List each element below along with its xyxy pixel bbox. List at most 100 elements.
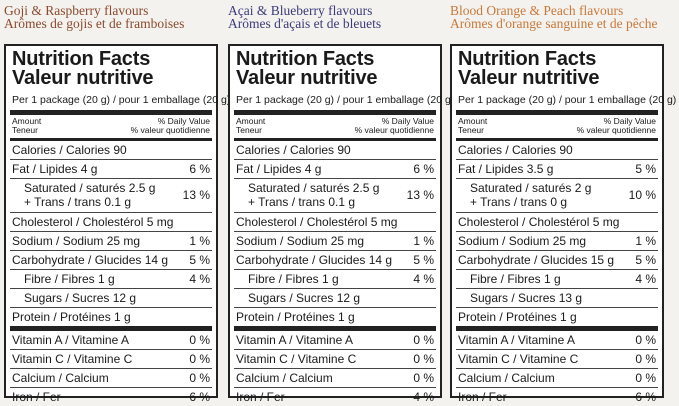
trans-label: + Trans / trans 0.1 g — [24, 195, 132, 209]
divider — [10, 387, 212, 388]
carbohydrate-row: Carbohydrate / Glucides 15 g 5 % — [458, 252, 656, 268]
calcium-dv: 0 % — [635, 371, 656, 385]
iron-row: Iron / Fer 6 % — [458, 389, 656, 405]
dv-fr: % valeur quotidienne — [576, 125, 656, 135]
fat-dv: 5 % — [635, 162, 656, 176]
saturated-label: Saturated / saturés 2.5 g — [248, 181, 380, 195]
fat-label: Fat / Lipides 4 g — [236, 162, 322, 176]
carbohydrate-row: Carbohydrate / Glucides 14 g 5 % — [236, 252, 434, 268]
sodium-label: Sodium / Sodium 25 mg — [458, 234, 587, 248]
sugars-row: Sugars / Sucres 12 g — [248, 290, 434, 306]
divider — [234, 349, 436, 350]
saturated-row: Saturated / saturés 2.5 g — [24, 180, 210, 196]
fibre-row: Fibre / Fibres 1 g 4 % — [248, 271, 434, 287]
fat-row: Fat / Lipides 3.5 g 5 % — [458, 161, 656, 177]
fat-row: Fat / Lipides 4 g 6 % — [236, 161, 434, 177]
fat-row: Fat / Lipides 4 g 6 % — [12, 161, 210, 177]
flavour-name-en: Açai & Blueberry flavours — [228, 3, 373, 18]
saturated-dv-row: 13 % — [12, 187, 210, 203]
divider-medium — [10, 138, 212, 141]
divider — [456, 368, 658, 369]
trans-label: + Trans / trans 0.1 g — [248, 195, 356, 209]
divider — [10, 178, 212, 179]
flavour-name-en: Goji & Raspberry flavours — [4, 3, 149, 18]
sodium-dv: 1 % — [413, 234, 434, 248]
saturated-row: Saturated / saturés 2.5 g — [248, 180, 434, 196]
cholesterol-row: Cholesterol / Cholestérol 5 mg — [458, 215, 620, 229]
flavour-name-fr: Arômes de gojis et de framboises — [4, 16, 185, 31]
trans-row: + Trans / trans 0.1 g — [24, 194, 210, 210]
vitamin-a-dv: 0 % — [189, 333, 210, 347]
divider — [10, 231, 212, 232]
saturated-label: Saturated / saturés 2 g — [470, 181, 592, 195]
vitamin-c-label: Vitamin C / Vitamine C — [236, 352, 357, 366]
fibre-dv: 4 % — [413, 272, 434, 286]
divider — [456, 349, 658, 350]
panel-title: Nutrition Facts Valeur nutritive — [458, 48, 600, 89]
vitamin-a-dv: 0 % — [635, 333, 656, 347]
amount-label: Amount Teneur — [236, 117, 265, 135]
divider — [10, 250, 212, 251]
divider — [456, 269, 658, 270]
protein-row: Protein / Protéines 1 g — [458, 310, 577, 324]
carbohydrate-dv: 5 % — [635, 253, 656, 267]
vitamin-c-label: Vitamin C / Vitamine C — [458, 352, 579, 366]
carbohydrate-label: Carbohydrate / Glucides 14 g — [236, 253, 393, 267]
vitamin-c-row: Vitamin C / Vitamine C 0 % — [12, 351, 210, 367]
title-fr: Valeur nutritive — [236, 67, 378, 89]
sodium-row: Sodium / Sodium 25 mg 1 % — [458, 233, 656, 249]
calories-row: Calories / Calories 90 — [458, 143, 573, 157]
fibre-row: Fibre / Fibres 1 g 4 % — [24, 271, 210, 287]
flavour-name-fr: Arômes d'orange sanguine et de pêche — [450, 16, 658, 31]
fibre-label: Fibre / Fibres 1 g — [248, 272, 339, 286]
amount-en: Amount — [236, 116, 266, 126]
serving-size: Per 1 package (20 g) / pour 1 emballage … — [458, 94, 677, 106]
divider — [456, 159, 658, 160]
amount-fr: Teneur — [458, 125, 484, 135]
fibre-dv: 4 % — [635, 272, 656, 286]
fibre-label: Fibre / Fibres 1 g — [24, 272, 115, 286]
fat-label: Fat / Lipides 3.5 g — [458, 162, 554, 176]
sodium-row: Sodium / Sodium 25 mg 1 % — [236, 233, 434, 249]
cholesterol-row: Cholesterol / Cholestérol 5 mg — [236, 215, 398, 229]
calcium-dv: 0 % — [189, 371, 210, 385]
divider-thick — [10, 110, 212, 115]
fat-dv: 6 % — [189, 162, 210, 176]
serving-size: Per 1 package (20 g) / pour 1 emballage … — [12, 94, 231, 106]
protein-row: Protein / Protéines 1 g — [12, 310, 131, 324]
fibre-label: Fibre / Fibres 1 g — [470, 272, 561, 286]
divider — [456, 288, 658, 289]
vitamin-a-label: Vitamin A / Vitamine A — [12, 333, 129, 347]
divider — [10, 159, 212, 160]
flavour-heading: Goji & Raspberry flavours Arômes de goji… — [4, 3, 234, 31]
divider — [234, 250, 436, 251]
iron-row: Iron / Fer 6 % — [12, 389, 210, 405]
dv-fr: % valeur quotidienne — [354, 125, 434, 135]
divider — [456, 231, 658, 232]
carbohydrate-dv: 5 % — [189, 253, 210, 267]
title-fr: Valeur nutritive — [458, 67, 600, 89]
trans-row: + Trans / trans 0 g — [470, 194, 656, 210]
title-en: Nutrition Facts — [458, 48, 597, 70]
divider — [456, 387, 658, 388]
vitamin-a-label: Vitamin A / Vitamine A — [236, 333, 353, 347]
title-fr: Valeur nutritive — [12, 67, 154, 89]
trans-row: + Trans / trans 0.1 g — [248, 194, 434, 210]
flavour-heading: Açai & Blueberry flavours Arômes d'açais… — [228, 3, 458, 31]
divider-thick — [234, 326, 436, 331]
calories-row: Calories / Calories 90 — [12, 143, 127, 157]
vitamin-a-dv: 0 % — [413, 333, 434, 347]
sugars-label: Sugars / Sucres 12 g — [24, 291, 137, 305]
fibre-row: Fibre / Fibres 1 g 4 % — [470, 271, 656, 287]
amount-fr: Teneur — [236, 125, 262, 135]
carbohydrate-label: Carbohydrate / Glucides 14 g — [12, 253, 169, 267]
divider-thick — [234, 110, 436, 115]
sodium-row: Sodium / Sodium 25 mg 1 % — [12, 233, 210, 249]
saturated-dv: 13 % — [406, 188, 434, 202]
amount-label: Amount Teneur — [12, 117, 41, 135]
vitamin-a-row: Vitamin A / Vitamine A 0 % — [458, 332, 656, 348]
divider-medium — [234, 138, 436, 141]
vitamin-a-label: Vitamin A / Vitamine A — [458, 333, 575, 347]
calcium-row: Calcium / Calcium 0 % — [12, 370, 210, 386]
calcium-row: Calcium / Calcium 0 % — [458, 370, 656, 386]
